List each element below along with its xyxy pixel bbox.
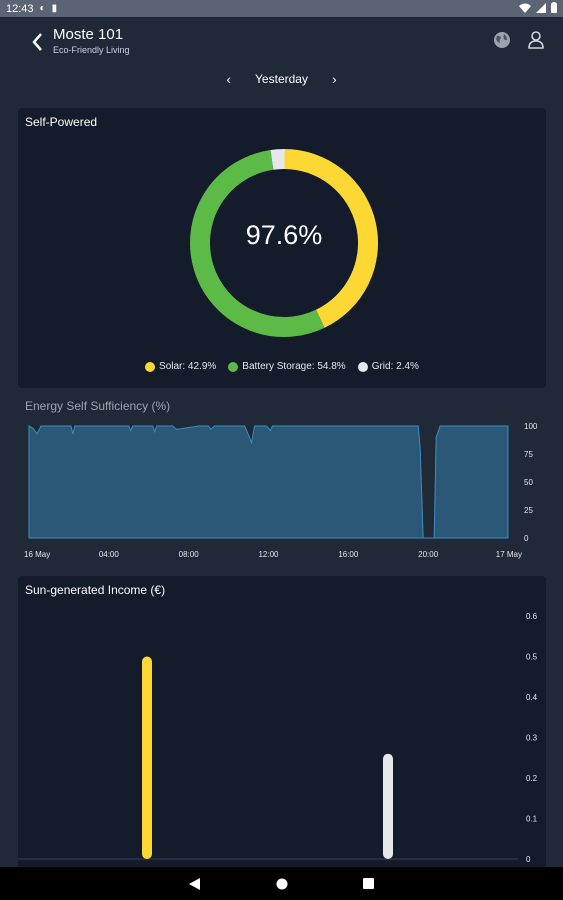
sufficiency-chart: 100 75 50 25 0 16 May 04:00 08:00 12:00 16:00 20:… — [24, 422, 538, 559]
income-y-tick: 0.2 — [526, 774, 538, 783]
sufficiency-y-tick: 25 — [524, 506, 533, 515]
sufficiency-title: Energy Self Sufficiency (%) — [25, 399, 171, 413]
back-triangle-icon[interactable] — [189, 877, 201, 890]
legend-dot-battery — [228, 361, 239, 372]
income-bar — [142, 656, 152, 859]
sufficiency-area — [28, 425, 509, 539]
legend-label-grid: Grid: 2.4% — [371, 361, 419, 372]
legend-label-battery: Battery Storage: 54.8% — [242, 361, 346, 372]
income-card: Sun-generated Income (€) 0.6 0.5 0.4 0.3 0.2… — [18, 576, 546, 867]
income-chart: 0.6 0.5 0.4 0.3 0.2 0.1 0 — [18, 612, 538, 864]
date-navigator: ‹ Yesterday › — [0, 68, 563, 90]
page-title: Moste 101 — [53, 26, 124, 43]
sufficiency-x-tick: 16 May — [24, 550, 50, 559]
notification-icon: ◐ — [39, 3, 46, 14]
previous-day-icon[interactable]: ‹ — [226, 71, 232, 87]
income-y-tick: 0.5 — [526, 653, 538, 662]
income-y-tick: 0 — [526, 855, 531, 864]
sufficiency-y-tick: 100 — [524, 422, 538, 431]
donut-segment-grid — [270, 149, 285, 170]
sufficiency-y-tick: 0 — [524, 534, 529, 543]
date-label: Yesterday — [255, 72, 308, 86]
signal-icon — [536, 2, 546, 13]
back-arrow-icon[interactable] — [27, 31, 47, 53]
sufficiency-x-tick: 20:00 — [418, 550, 439, 559]
wifi-icon — [519, 3, 531, 13]
income-y-tick: 0.6 — [526, 612, 538, 621]
legend-dot-solar — [145, 361, 156, 372]
legend-item-battery: Battery Storage: 54.8% — [228, 361, 346, 372]
sufficiency-x-tick: 04:00 — [99, 550, 120, 559]
self-powered-legend: Solar: 42.9% Battery Storage: 54.8% Grid… — [18, 361, 546, 372]
battery-icon — [551, 2, 557, 13]
income-bar — [383, 753, 393, 859]
income-y-tick: 0.4 — [526, 693, 538, 702]
profile-icon[interactable] — [528, 31, 544, 49]
sufficiency-x-tick: 08:00 — [179, 550, 200, 559]
recents-square-icon[interactable] — [363, 878, 374, 889]
sufficiency-x-tick: 16:00 — [338, 550, 359, 559]
status-time: 12:43 — [6, 2, 34, 15]
app-bar: Moste 101 Eco-Friendly Living — [0, 17, 563, 67]
sufficiency-y-tick: 75 — [524, 450, 533, 459]
sufficiency-x-tick: 17 May — [496, 550, 522, 559]
sufficiency-y-tick: 50 — [524, 478, 533, 487]
income-title: Sun-generated Income (€) — [25, 583, 166, 597]
system-nav-bar — [0, 867, 563, 900]
sd-card-icon: ▮ — [51, 3, 58, 14]
status-bar: 12:43 ◐ ▮ — [0, 0, 563, 17]
self-powered-title: Self-Powered — [25, 115, 98, 129]
self-powered-value: 97.6% — [245, 220, 323, 250]
legend-label-solar: Solar: 42.9% — [159, 361, 217, 372]
sufficiency-x-tick: 12:00 — [258, 550, 279, 559]
globe-icon[interactable] — [493, 31, 511, 49]
self-powered-card: Self-Powered 97.6% Solar: 42.9% Battery … — [18, 108, 546, 388]
income-y-tick: 0.1 — [526, 815, 538, 824]
home-circle-icon[interactable] — [276, 878, 288, 890]
next-day-icon[interactable]: › — [331, 71, 337, 87]
legend-item-solar: Solar: 42.9% — [145, 361, 216, 372]
legend-item-grid: Grid: 2.4% — [357, 361, 419, 372]
income-y-tick: 0.3 — [526, 734, 538, 743]
legend-dot-grid — [357, 361, 368, 372]
self-powered-donut — [190, 149, 378, 337]
donut-segment-battery-storage — [190, 149, 325, 337]
donut-segment-solar — [283, 149, 378, 328]
page-subtitle: Eco-Friendly Living — [53, 45, 130, 55]
